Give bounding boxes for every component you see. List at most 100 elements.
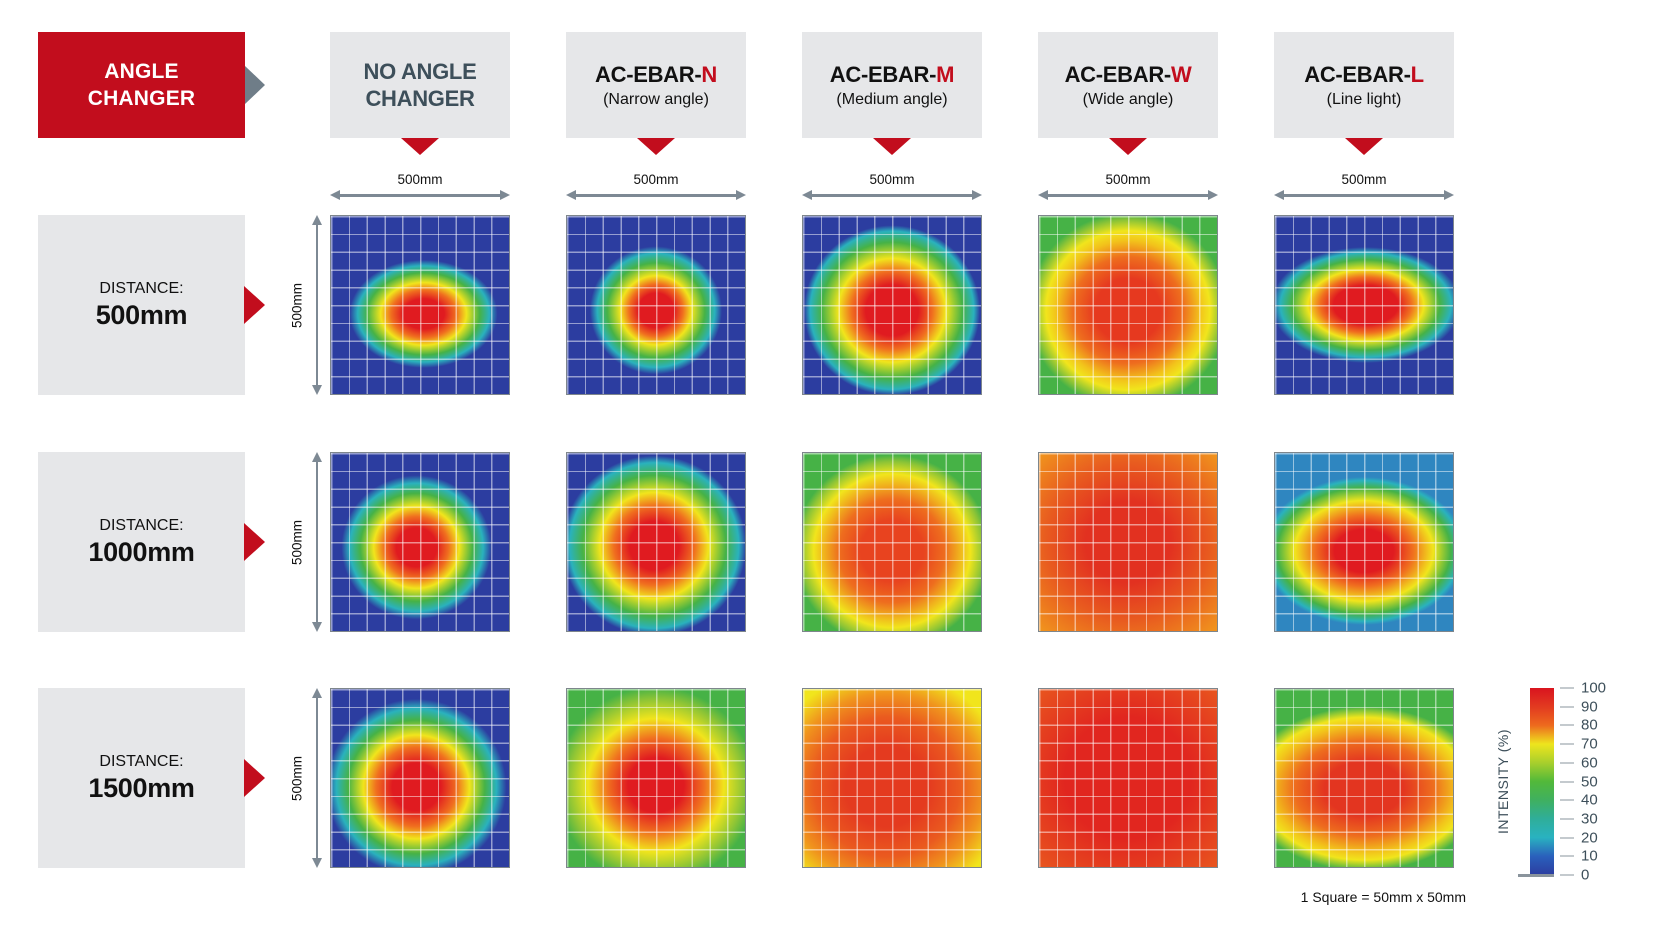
width-dimension-label: 500mm bbox=[397, 172, 443, 187]
heatmap-cell bbox=[1038, 688, 1218, 868]
tick-line bbox=[1560, 799, 1574, 801]
red-arrow-down-icon bbox=[1345, 138, 1383, 155]
tick-line bbox=[1560, 724, 1574, 726]
row-label-distance-1500mm: DISTANCE: 1500mm bbox=[38, 688, 265, 868]
legend-tick: 80 bbox=[1560, 717, 1598, 734]
row-label-distance-500mm: DISTANCE: 500mm bbox=[38, 215, 265, 395]
pointer-right-icon bbox=[245, 66, 265, 104]
distance-caption: DISTANCE: bbox=[99, 752, 184, 770]
height-arrow-icon bbox=[312, 688, 322, 868]
column-title-text: AC-EBAR- bbox=[1304, 62, 1411, 88]
column-title-text: AC-EBAR- bbox=[1064, 62, 1172, 88]
tick-label: 60 bbox=[1581, 754, 1598, 772]
width-arrow-icon bbox=[802, 190, 982, 200]
distance-caption: DISTANCE: bbox=[99, 516, 184, 534]
legend-tick: 100 bbox=[1560, 680, 1606, 697]
heatmap-cell bbox=[802, 215, 982, 395]
column-title-suffix: W bbox=[1170, 62, 1192, 88]
red-arrow-right-icon bbox=[244, 523, 265, 561]
column-subtitle: (Narrow angle) bbox=[603, 90, 709, 108]
tick-line bbox=[1560, 818, 1574, 820]
height-dimension-label: 500mm bbox=[289, 282, 305, 328]
row-label-distance-1000mm: DISTANCE: 1000mm bbox=[38, 452, 265, 632]
tick-line bbox=[1560, 687, 1574, 689]
column-title: AC-EBAR-W bbox=[1053, 61, 1203, 89]
column-title: AC-EBAR-M bbox=[817, 61, 967, 89]
heatmap-cell bbox=[802, 452, 982, 632]
column-title: NO ANGLE CHANGER bbox=[345, 58, 495, 113]
red-arrow-down-icon bbox=[873, 138, 911, 155]
tick-label: 100 bbox=[1581, 679, 1607, 697]
tick-label: 0 bbox=[1581, 866, 1590, 884]
legend-tick: 90 bbox=[1560, 699, 1598, 716]
tick-line bbox=[1560, 762, 1574, 764]
height-arrow-icon bbox=[312, 452, 322, 632]
heatmap-cell bbox=[566, 452, 746, 632]
height-dimension-label: 500mm bbox=[289, 519, 305, 565]
angle-changer-badge-title: ANGLE CHANGER bbox=[87, 59, 196, 110]
tick-label: 70 bbox=[1581, 735, 1598, 753]
legend-tick: 20 bbox=[1560, 830, 1598, 847]
distance-value: 1500mm bbox=[88, 772, 195, 803]
colorbar bbox=[1530, 688, 1554, 875]
heatmap-cell bbox=[1038, 215, 1218, 395]
width-arrow-icon bbox=[1274, 190, 1454, 200]
legend-tick: 50 bbox=[1560, 774, 1598, 791]
width-dimension: 500mm bbox=[1038, 172, 1218, 200]
heatmap-cell bbox=[330, 452, 510, 632]
legend-title: INTENSITY (%) bbox=[1495, 728, 1511, 834]
height-dimension-label: 500mm bbox=[289, 755, 305, 801]
tick-line bbox=[1560, 781, 1574, 783]
legend-tick: 60 bbox=[1560, 755, 1598, 772]
column-header-ac-ebar-l: AC-EBAR-L (Line light) bbox=[1274, 32, 1454, 155]
column-subtitle: (Medium angle) bbox=[836, 90, 948, 108]
height-dimension: 500mm bbox=[286, 452, 330, 632]
red-arrow-down-icon bbox=[637, 138, 675, 155]
column-header-ac-ebar-w: AC-EBAR-W (Wide angle) bbox=[1038, 32, 1218, 155]
column-title: AC-EBAR-N bbox=[581, 61, 731, 89]
tick-label: 90 bbox=[1581, 698, 1598, 716]
distance-value: 1000mm bbox=[88, 536, 195, 567]
height-dimension: 500mm bbox=[286, 688, 330, 868]
scale-note: 1 Square = 50mm x 50mm bbox=[1300, 889, 1466, 905]
angle-changer-badge: ANGLE CHANGER bbox=[38, 32, 245, 138]
width-arrow-icon bbox=[566, 190, 746, 200]
tick-label: 80 bbox=[1581, 716, 1598, 734]
column-subtitle: (Line light) bbox=[1326, 90, 1402, 108]
heatmap-cell bbox=[566, 688, 746, 868]
column-title-suffix: N bbox=[701, 62, 717, 88]
heatmap-cell bbox=[330, 215, 510, 395]
tick-line bbox=[1560, 706, 1574, 708]
legend-tick: 30 bbox=[1560, 811, 1598, 828]
tick-line bbox=[1560, 837, 1574, 839]
width-dimension: 500mm bbox=[566, 172, 746, 200]
tick-line bbox=[1560, 874, 1574, 876]
colorbar-baseline bbox=[1518, 874, 1554, 877]
column-title-text: NO ANGLE CHANGER bbox=[363, 58, 477, 112]
width-dimension: 500mm bbox=[802, 172, 982, 200]
width-dimension-label: 500mm bbox=[1341, 172, 1387, 187]
legend-tick: 70 bbox=[1560, 736, 1598, 753]
width-dimension-label: 500mm bbox=[633, 172, 679, 187]
height-dimension: 500mm bbox=[286, 215, 330, 395]
intensity-legend: INTENSITY (%) 100 90 80 70 60 50 40 30 2… bbox=[1488, 680, 1654, 902]
legend-tick: 10 bbox=[1560, 848, 1598, 865]
legend-tick: 0 bbox=[1560, 867, 1589, 884]
heatmap-cell bbox=[802, 688, 982, 868]
column-title-text: AC-EBAR- bbox=[829, 62, 937, 88]
legend-tick: 40 bbox=[1560, 792, 1598, 809]
width-arrow-icon bbox=[1038, 190, 1218, 200]
heatmap-cell bbox=[1274, 688, 1454, 868]
column-header-no-angle-changer: NO ANGLE CHANGER bbox=[330, 32, 510, 155]
heatmap-cell bbox=[1038, 452, 1218, 632]
distance-value: 500mm bbox=[95, 299, 188, 330]
tick-label: 30 bbox=[1581, 810, 1598, 828]
tick-label: 50 bbox=[1581, 773, 1598, 791]
heatmap-cell bbox=[330, 688, 510, 868]
width-arrow-icon bbox=[330, 190, 510, 200]
heatmap-cell bbox=[566, 215, 746, 395]
heatmap-cell bbox=[1274, 452, 1454, 632]
heatmap-cell bbox=[1274, 215, 1454, 395]
column-title-suffix: M bbox=[936, 62, 955, 88]
